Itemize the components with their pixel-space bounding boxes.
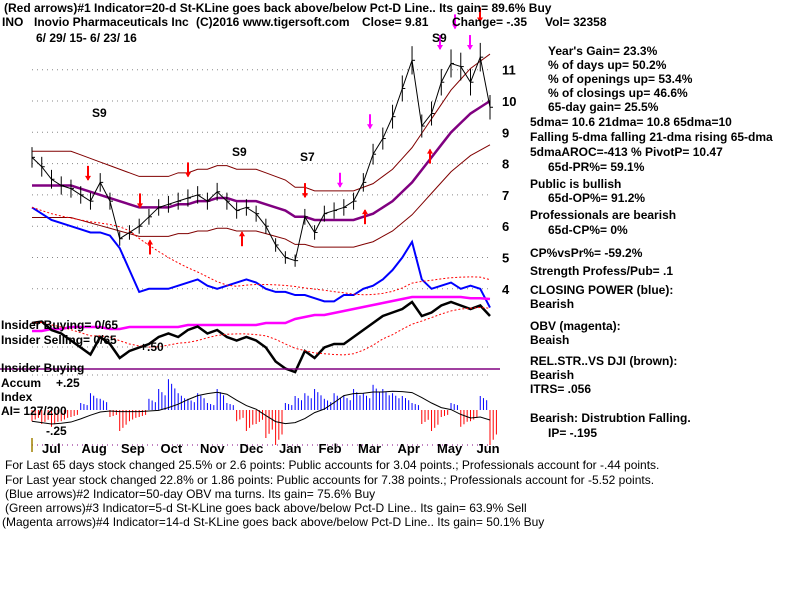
insider-selling-label: Insider Selling= 0/65	[1, 333, 117, 347]
arrowhead-icon	[437, 45, 443, 51]
signal-s9: S9	[432, 31, 447, 45]
rel-strength-status: Bearish	[530, 368, 575, 382]
x-tick-label: Sep	[121, 441, 145, 456]
minus25-label: -.25	[46, 424, 67, 438]
x-tick-label: Feb	[319, 441, 342, 456]
ai-label: AI= 127/200	[1, 404, 67, 418]
y-tick-label: 7	[502, 188, 509, 203]
ip-value: IP= -.195	[548, 426, 598, 440]
accum-index-ma	[31, 390, 491, 425]
y-tick-label: 9	[502, 125, 509, 140]
indicator3-caption: (Green arrows)#3 Indicator=5-d St-KLine …	[5, 501, 527, 515]
y-tick-label: 10	[502, 94, 516, 109]
arrowhead-icon	[85, 175, 91, 181]
arrowhead-icon	[362, 209, 368, 215]
x-tick-label: Nov	[200, 441, 225, 456]
gain-65day: 65-day gain= 25.5%	[548, 100, 659, 114]
dma-direction: Falling 5-dma falling 21-dma rising 65-d…	[530, 130, 773, 144]
arrowhead-icon	[137, 203, 143, 209]
date-range: 6/ 29/ 15- 6/ 23/ 16	[36, 31, 137, 45]
arrowhead-icon	[427, 148, 433, 154]
rel-strength-title: REL.STR..VS DJI (brown):	[530, 354, 678, 368]
closing-power-title: CLOSING POWER (blue):	[530, 283, 674, 297]
y-tick-label: 4	[502, 282, 510, 297]
x-tick-label: May	[437, 441, 463, 456]
ip-title: Bearish: Distrubtion Falling.	[530, 411, 691, 425]
insider-buying-label: Insider Buying= 0/65	[1, 318, 119, 332]
arrowhead-icon	[477, 17, 483, 23]
aroc-pivot: 5dmaAROC=-413 % PivotP= 10.47	[530, 145, 723, 159]
arrowhead-icon	[302, 193, 308, 199]
change: Change= -.35	[452, 15, 528, 29]
openings-up: % of openings up= 53.4%	[548, 72, 693, 86]
strength-ratio: Strength Profess/Pub= .1	[530, 264, 674, 278]
obv-title: OBV (magenta):	[530, 319, 621, 333]
company-name: Inovio Pharmaceuticals Inc	[34, 15, 189, 29]
itrs: ITRS= .056	[530, 382, 592, 396]
x-tick-label: Dec	[240, 441, 264, 456]
years-gain: Year's Gain= 23.3%	[548, 44, 658, 58]
volume-value: Vol= 32358	[545, 15, 607, 29]
obv-status: Beaish	[530, 333, 570, 347]
signal-s9: S9	[92, 106, 107, 120]
obv-line	[32, 295, 491, 333]
cp-65d: 65d-CP%= 0%	[548, 223, 628, 237]
rel-strength-line	[31, 300, 491, 374]
rel-strength-ma	[31, 306, 491, 356]
accum-label: Accum	[1, 376, 42, 390]
x-tick-label: Oct	[161, 441, 183, 456]
copyright: (C)2016 www.tigersoft.com	[196, 15, 350, 29]
y-tick-label: 5	[502, 251, 509, 266]
x-tick-label: Jul	[42, 441, 61, 456]
x-tick-label: Mar	[358, 441, 381, 456]
y-tick-label: 11	[502, 63, 516, 78]
index-label: Index	[1, 390, 33, 404]
plus50-label: +.50	[140, 340, 164, 354]
arrowhead-icon	[467, 45, 473, 51]
professional-sentiment: Professionals are bearish	[530, 208, 677, 222]
dma-values: 5dma= 10.6 21dma= 10.8 65dma=10	[530, 115, 732, 129]
arrowhead-icon	[185, 172, 191, 178]
footer-line-65d: For Last 65 days stock changed 25.5% or …	[5, 458, 660, 472]
x-tick-label: Jan	[279, 441, 301, 456]
arrowhead-icon	[147, 239, 153, 245]
pr-65d: 65d-PR%= 59.1%	[548, 160, 645, 174]
closing-power-line	[31, 206, 491, 309]
price-line	[31, 55, 491, 262]
plus25-label: +.25	[56, 376, 80, 390]
x-tick-label: Aug	[82, 441, 107, 456]
y-tick-label: 8	[502, 157, 509, 172]
upper-band	[32, 53, 491, 192]
insider-buying-label-2: Insider Buying	[1, 361, 85, 375]
arrowhead-icon	[337, 182, 343, 188]
ticker: INO	[2, 15, 24, 29]
y-tick-label: 6	[502, 219, 509, 234]
arrowhead-icon	[452, 24, 458, 30]
indicator1-caption: (Red arrows)#1 Indicator=20-d St-KLine g…	[4, 1, 552, 15]
indicator2-caption: (Blue arrows)#2 Indicator=50-day OBV ma …	[5, 487, 376, 501]
x-tick-label: Apr	[398, 441, 420, 456]
lower-band	[32, 144, 491, 248]
signal-s9: S9	[232, 145, 247, 159]
closing-power-status: Bearish	[530, 297, 575, 311]
public-sentiment: Public is bullish	[530, 177, 622, 191]
arrowhead-icon	[367, 124, 373, 130]
signal-s7: S7	[300, 150, 315, 164]
indicator4-caption: (Magenta arrows)#4 Indicator=14-d St-KLi…	[2, 515, 545, 529]
cp-vs-pr: CP%vsPr%= -59.2%	[530, 246, 643, 260]
close-price: Close= 9.81	[362, 15, 429, 29]
arrowhead-icon	[239, 231, 245, 237]
footer-line-year: For Last year stock changed 22.8% or 1.8…	[5, 473, 655, 487]
closings-up: % of closings up= 46.6%	[548, 86, 688, 100]
days-up: % of days up= 50.2%	[548, 58, 667, 72]
x-tick-label: Jun	[477, 441, 500, 456]
op-65d: 65d-OP%= 91.2%	[548, 191, 646, 205]
